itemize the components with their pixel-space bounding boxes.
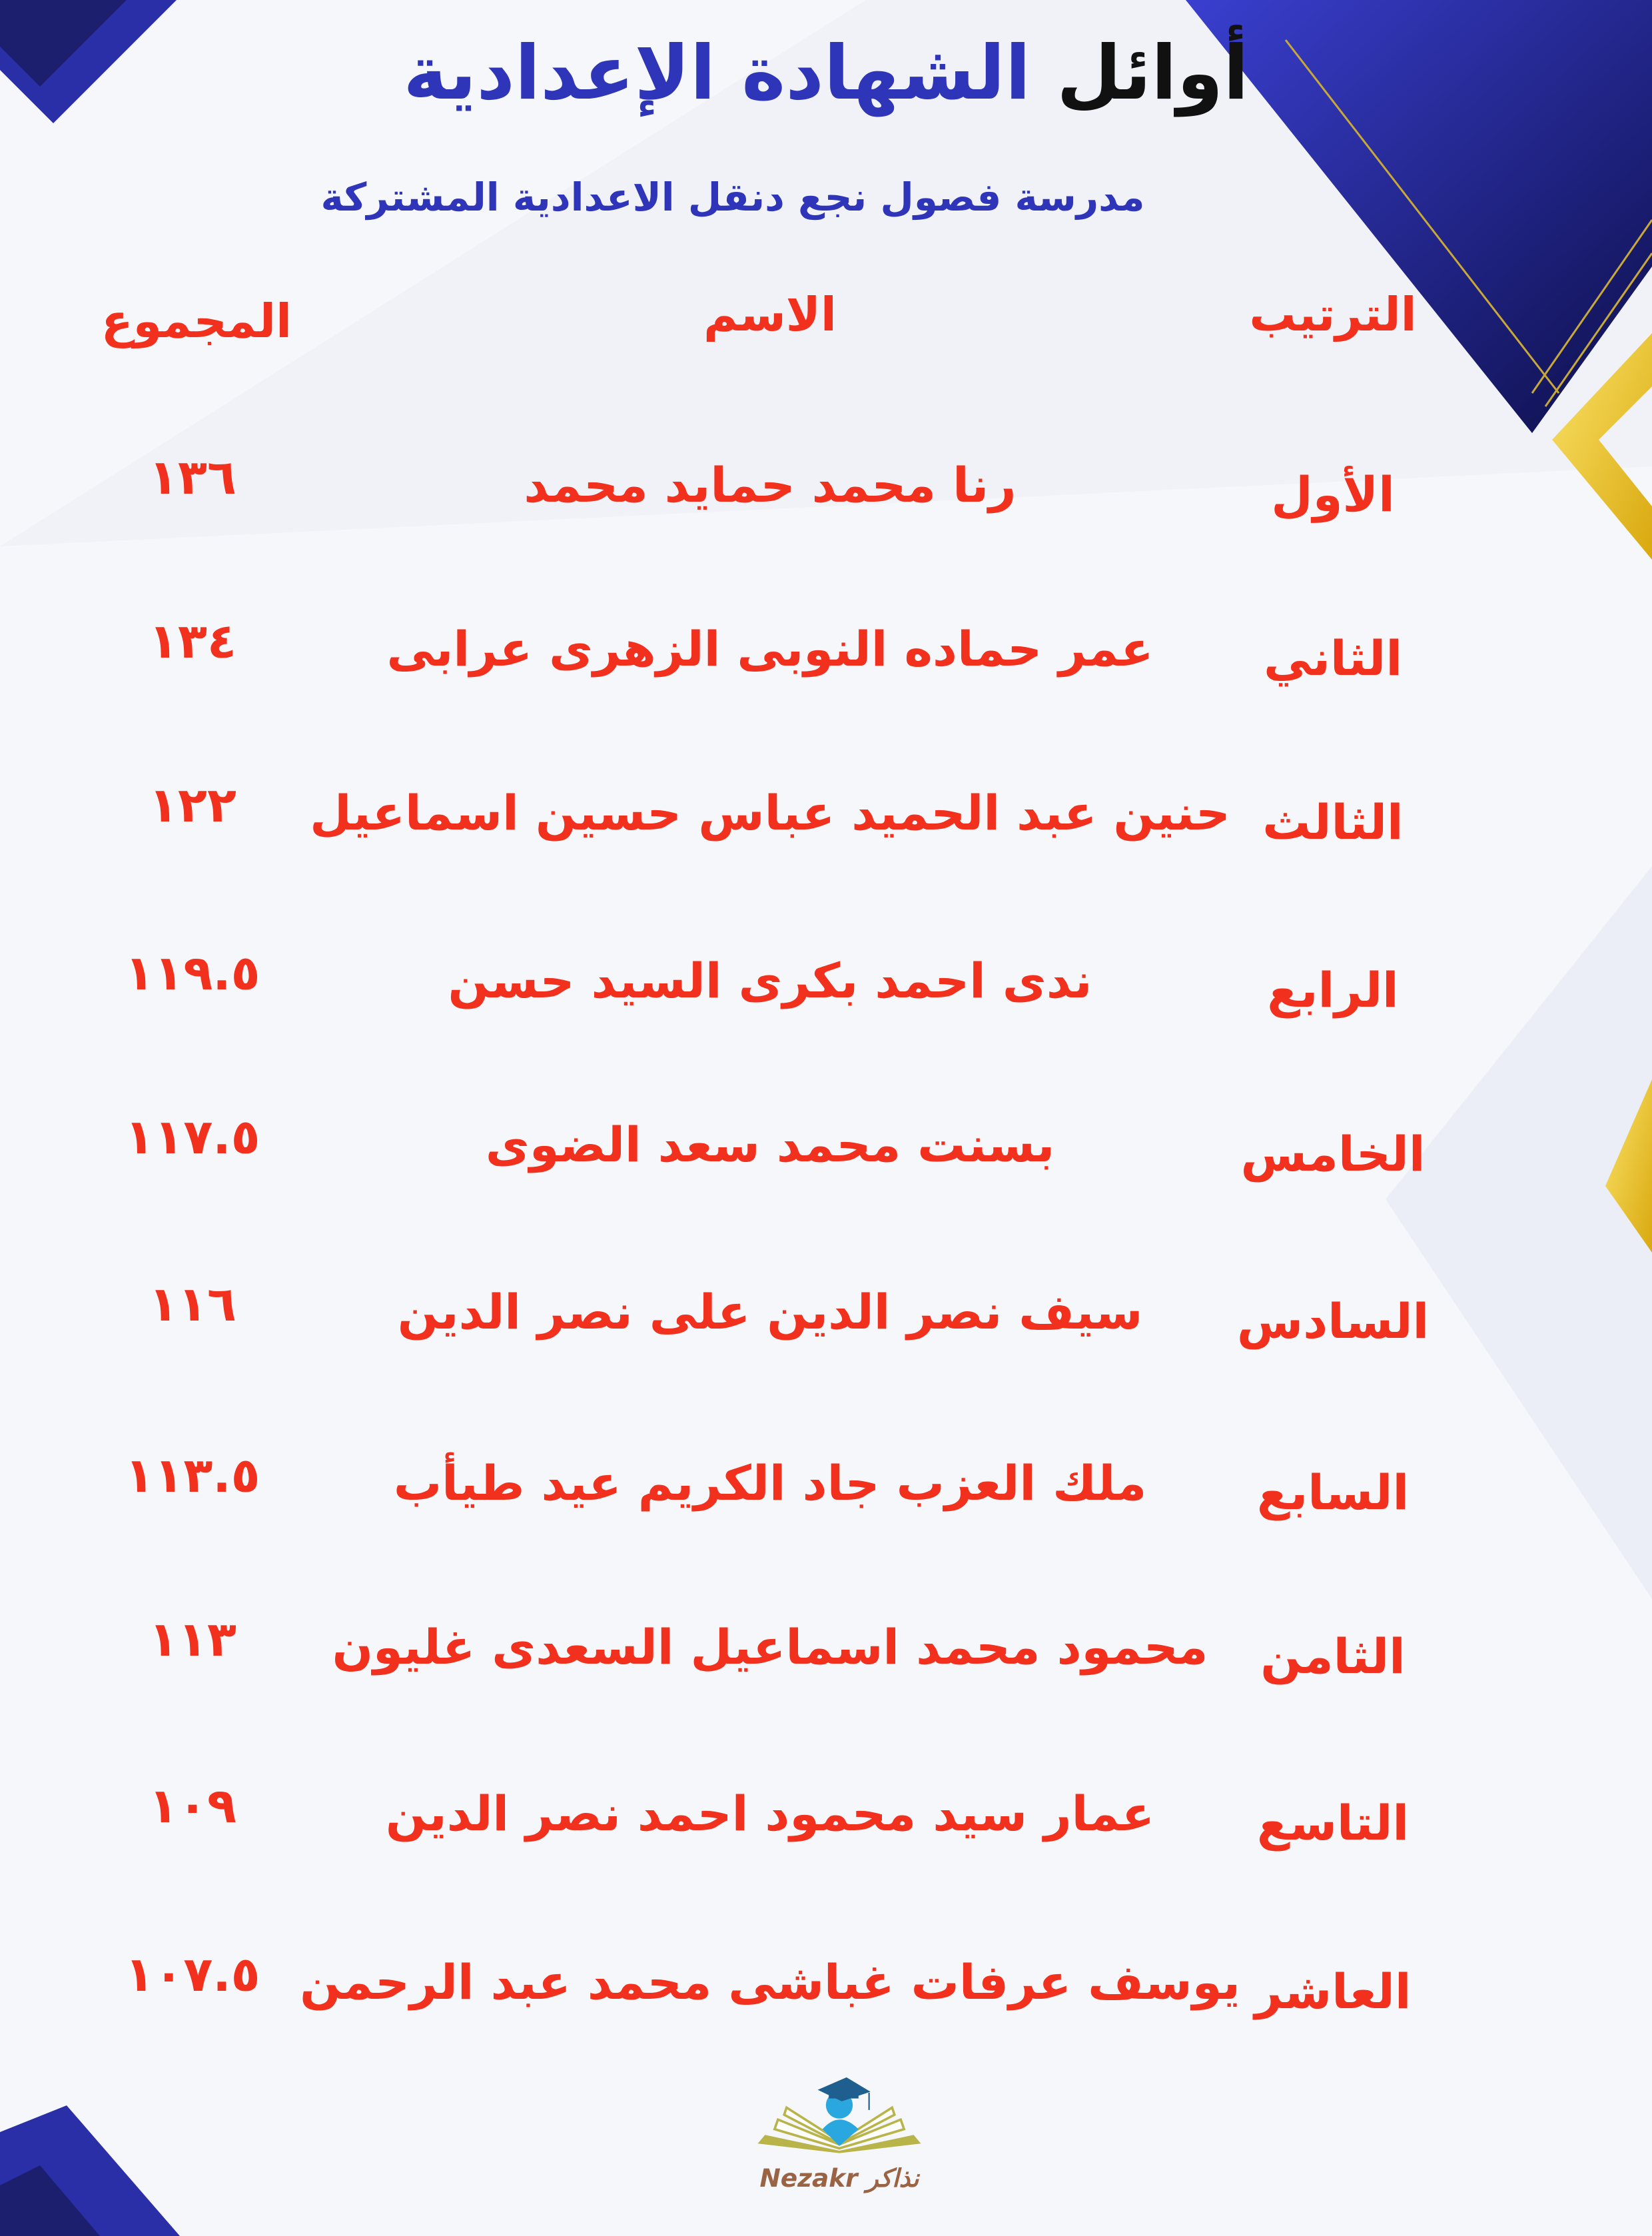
svg-text:Nezakr نذاكر: Nezakr نذاكر <box>759 2163 921 2193</box>
page-title: أوائل الشهادة الإعدادية <box>0 27 1652 120</box>
rank-cell: الثالث <box>1262 794 1404 850</box>
name-cell: رنا محمد حمايد محمد <box>524 457 1017 513</box>
name-cell: محمود محمد اسماعيل السعدى غليون <box>332 1619 1208 1675</box>
name-cell: حنين عبد الحميد عباس حسين اسماعيل <box>310 785 1230 841</box>
header-rank: الترتيب <box>1249 287 1417 342</box>
rank-cell: السادس <box>1236 1293 1430 1349</box>
total-cell: ١١٩.٥ <box>125 945 260 1001</box>
rank-cell: السابع <box>1256 1464 1410 1520</box>
total-cell: ١٣٦ <box>149 449 236 505</box>
rank-cell: الخامس <box>1240 1126 1426 1182</box>
rank-cell: الثاني <box>1263 630 1403 686</box>
rank-cell: الأول <box>1271 466 1395 522</box>
name-cell: ندى احمد بكرى السيد حسن <box>448 953 1092 1009</box>
rank-cell: الرابع <box>1267 962 1399 1018</box>
total-cell: ١٣٤ <box>149 613 236 669</box>
total-cell: ١٠٩ <box>149 1778 236 1834</box>
school-name: مدرسة فصول نجع دنقل الاعدادية المشتركة <box>320 175 1145 220</box>
total-cell: ١١٣ <box>149 1611 236 1667</box>
rank-cell: الثامن <box>1260 1628 1406 1684</box>
nezakr-logo: Nezakr نذاكر <box>757 2077 921 2193</box>
total-cell: ١١٦ <box>149 1276 236 1332</box>
title-part-1: أوائل <box>1056 30 1249 117</box>
name-cell: يوسف عرفات غباشى محمد عبد الرحمن <box>300 1954 1240 2010</box>
name-cell: عمر حماده النوبى الزهرى عرابى <box>386 621 1154 677</box>
rank-cell: العاشر <box>1254 1963 1412 2019</box>
title-part-2: الشهادة الإعدادية <box>403 30 1031 117</box>
name-cell: سيف نصر الدين على نصر الدين <box>397 1284 1143 1340</box>
rank-cell: التاسع <box>1256 1795 1410 1851</box>
total-cell: ١١٣.٥ <box>125 1447 260 1503</box>
header-name: الاسم <box>703 287 837 342</box>
name-cell: ملك العزب جاد الكريم عيد طيأب <box>393 1455 1147 1511</box>
total-cell: ١١٧.٥ <box>125 1109 260 1165</box>
total-cell: ١٢٢ <box>149 777 236 833</box>
name-cell: بسنت محمد سعد الضوى <box>485 1117 1055 1173</box>
total-cell: ١٠٧.٥ <box>125 1946 260 2002</box>
name-cell: عمار سيد محمود احمد نصر الدين <box>385 1786 1155 1842</box>
header-total: المجموع <box>101 294 292 348</box>
